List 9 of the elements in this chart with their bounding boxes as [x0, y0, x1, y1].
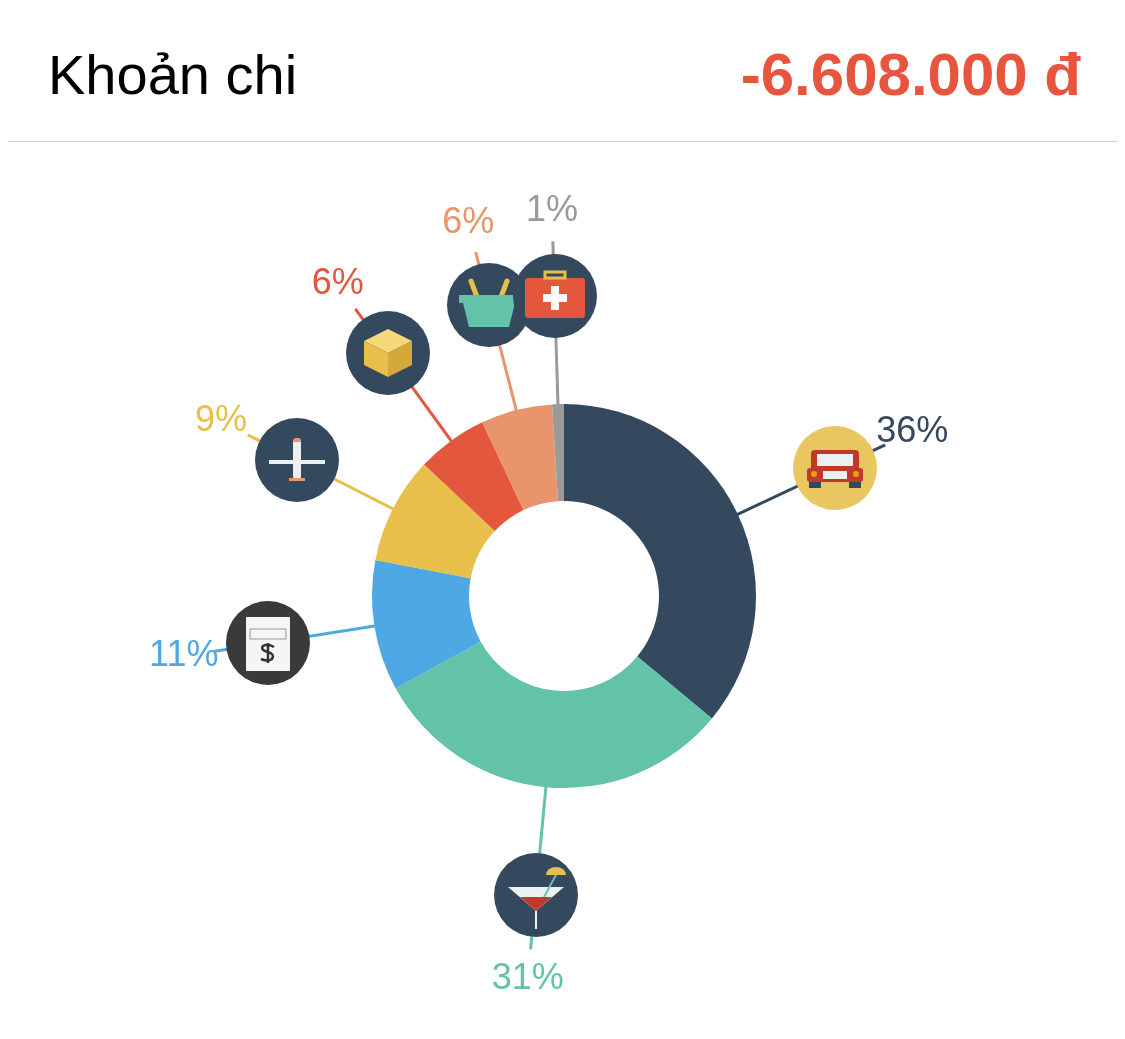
data-label: 1%: [525, 188, 578, 230]
chart-subtitle: -6.608.000 đ: [740, 40, 1081, 109]
data-label: 9%: [194, 398, 247, 440]
data-label: 36%: [876, 409, 949, 450]
data-label: 11%: [149, 633, 219, 675]
data-label: 31%: [491, 956, 564, 998]
data-label: 6%: [311, 261, 364, 303]
data-label: 6%: [442, 200, 495, 242]
chart-title: Khoản chi: [48, 42, 298, 107]
